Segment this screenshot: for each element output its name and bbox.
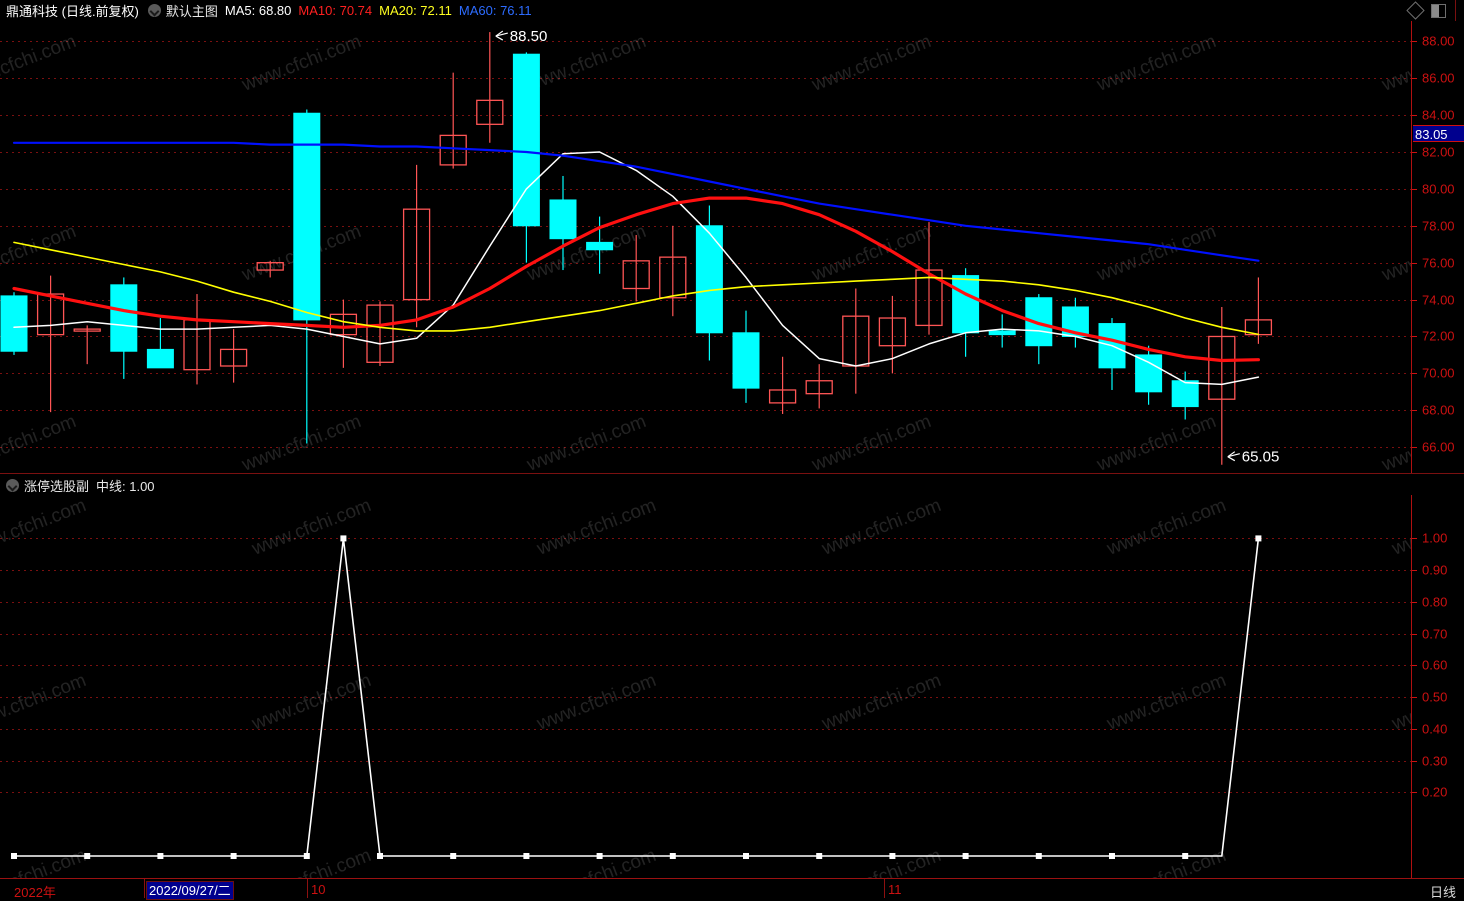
price-tick [1412,410,1417,411]
indicator-panel-header: 涨停选股副 中线: 1.00 [0,473,1464,497]
price-tick-label: 72.00 [1422,328,1455,344]
indicator-tick [1412,538,1417,539]
indicator-tick-label: 0.30 [1422,753,1448,769]
diamond-icon[interactable] [1406,1,1425,20]
date-year-label: 2022年 [14,885,56,900]
ma10-value-label: MA10: 70.74 [298,3,373,18]
indicator-tick [1412,570,1417,571]
selected-date-label[interactable]: 2022/09/27/二 [146,881,234,900]
header-divider [1455,0,1456,21]
svg-text:65.05: 65.05 [1242,449,1280,466]
ma20-value-label: MA20: 72.11 [379,3,452,18]
indicator-tick-label: 1.00 [1422,530,1448,546]
price-tick [1412,152,1417,153]
price-tick [1412,115,1417,116]
chevron-down-circle-icon[interactable] [6,478,19,492]
chart-title-label[interactable]: 默认主图 [165,4,218,19]
price-tick [1412,373,1417,374]
price-axis[interactable]: 88.00 86.00 84.00 82.00 80.00 78.00 76.00 74.00… [1411,21,1464,473]
indicator-tick-label: 0.50 [1422,689,1448,705]
price-tick-label: 68.00 [1422,402,1455,418]
price-tick-label: 88.00 [1422,33,1455,49]
indicator-tick-label: 0.40 [1422,721,1448,737]
indicator-tick [1412,792,1417,793]
indicator-title-label[interactable]: 涨停选股副 [24,478,90,494]
price-tick [1412,189,1417,190]
price-tick [1412,41,1417,42]
indicator-tick [1412,602,1417,603]
indicator-tick-label: 0.90 [1422,562,1448,578]
price-tick [1412,263,1417,264]
indicator-tick-label: 0.80 [1422,594,1448,610]
price-tick-label: 70.00 [1422,365,1455,381]
indicator-tick-label: 0.60 [1422,657,1448,673]
indicator-tick-label: 0.70 [1422,626,1448,642]
ma5-value-label: MA5: 68.80 [224,3,292,18]
price-tick-label: 78.00 [1422,218,1455,234]
price-tick-label: 76.00 [1422,255,1455,271]
indicator-line-chart[interactable]: www.cfchi.com www.cfchi.com www.cfchi.com w… [0,495,1412,878]
split-window-icon[interactable] [1431,3,1446,18]
header-tools [1406,0,1464,21]
price-tick [1412,78,1417,79]
indicator-tick [1412,761,1417,762]
price-tick-label: 66.00 [1422,439,1455,455]
date-axis[interactable]: 2022年 2022/09/27/二 10 11 日线 [0,878,1464,901]
indicator-tick [1412,697,1417,698]
price-tick-label: 84.00 [1422,107,1455,123]
indicator-value-label: 中线: 1.00 [96,478,155,494]
price-tick-label: 80.00 [1422,181,1455,197]
candlestick-chart[interactable]: www.cfchi.com www.cfchi.com www.cfchi.com w… [0,21,1412,473]
main-chart-header: 鼎通科技 (日线.前复权) 默认主图 MA5: 68.80 MA10: 70.7… [0,0,1464,22]
indicator-tick [1412,729,1417,730]
month-label-10: 10 [311,882,326,897]
price-tick-label: 86.00 [1422,70,1455,86]
price-tick [1412,226,1417,227]
price-tick-label: 74.00 [1422,292,1455,308]
chevron-down-circle-icon[interactable] [147,4,161,17]
indicator-axis[interactable]: 1.00 0.90 0.80 0.70 0.60 0.50 0.40 0.30 0.20 [1411,495,1464,878]
price-tick-label: 82.00 [1422,144,1455,160]
month-label-11: 11 [888,882,902,897]
ma60-value-label: MA60: 76.11 [458,3,532,18]
timeframe-label[interactable]: 日线 [1429,885,1456,900]
stock-name-label: 鼎通科技 (日线.前复权) [6,4,139,19]
svg-text:88.50: 88.50 [510,28,548,45]
price-tick [1412,336,1417,337]
indicator-tick [1412,634,1417,635]
indicator-tick [1412,665,1417,666]
indicator-chart-panel[interactable]: www.cfchi.com www.cfchi.com www.cfchi.com w… [0,495,1412,878]
price-tick [1412,300,1417,301]
current-price-badge: 83.05 [1413,124,1464,142]
price-chart-panel[interactable]: www.cfchi.com www.cfchi.com www.cfchi.com w… [0,21,1412,473]
indicator-tick-label: 0.20 [1422,784,1448,800]
price-tick [1412,447,1417,448]
